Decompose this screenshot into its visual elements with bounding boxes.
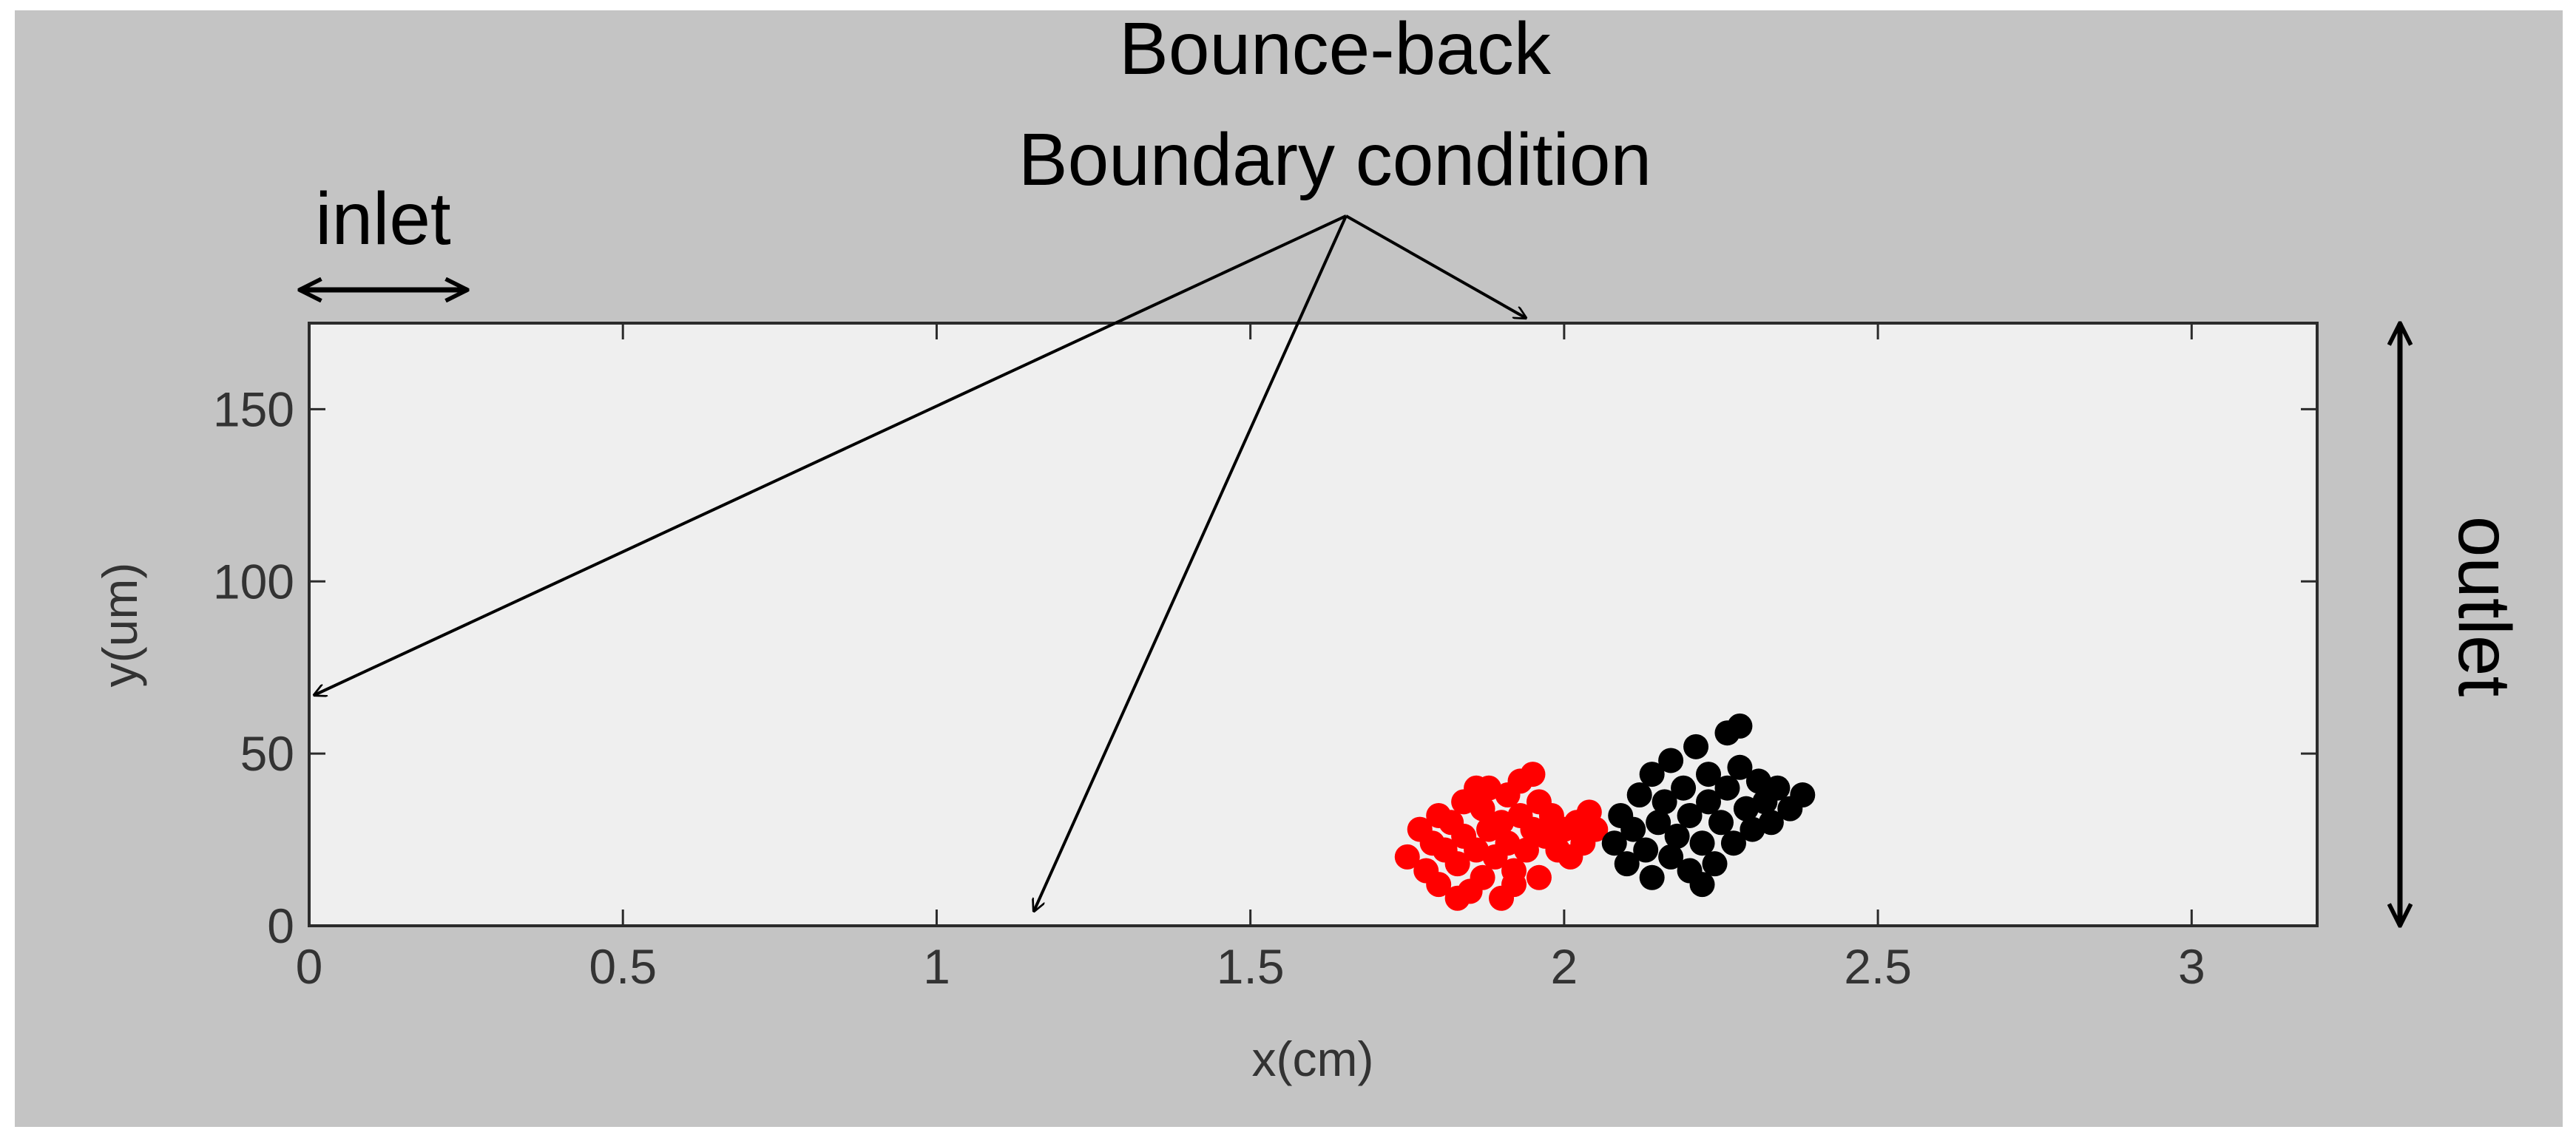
data-point-fill <box>1583 816 1609 842</box>
tick-labels: 0 0.5 1 1.5 2 2.5 3 0 50 100 150 <box>213 382 2205 994</box>
data-point-fill <box>1614 851 1640 877</box>
data-points <box>1394 713 1816 911</box>
data-point-fill <box>1646 810 1671 836</box>
data-point-fill <box>1702 851 1728 877</box>
data-point-fill <box>1633 837 1659 863</box>
data-point-fill <box>1626 782 1652 808</box>
inlet-label: inlet <box>315 177 451 260</box>
data-point-fill <box>1464 775 1490 801</box>
data-point-fill <box>1526 864 1552 890</box>
data-point-fill <box>1696 762 1722 788</box>
outlet-label: outlet <box>2443 516 2526 697</box>
y-axis-label: y(um) <box>92 563 147 688</box>
data-point-fill <box>1444 885 1470 911</box>
y-tick-label: 0 <box>267 898 294 953</box>
data-point-fill <box>1677 802 1703 828</box>
y-tick-label: 150 <box>213 382 294 436</box>
data-point-fill <box>1720 830 1746 856</box>
boundary-arrow-bottom-wall <box>1034 215 1348 911</box>
data-point-fill <box>1601 830 1627 856</box>
data-point-fill <box>1620 816 1646 842</box>
data-point-fill <box>1394 844 1420 870</box>
x-tick-label: 2.5 <box>1844 939 1912 994</box>
data-point-fill <box>1696 789 1722 815</box>
axis-ticks <box>308 323 2317 927</box>
data-point-fill <box>1652 789 1677 815</box>
data-point-fill <box>1470 864 1495 890</box>
boundary-annotation-line1: Bounce-back <box>1119 7 1552 90</box>
data-point-fill <box>1689 830 1715 856</box>
boundary-arrow-top-wall <box>1345 214 1526 318</box>
data-point-fill <box>1444 851 1470 877</box>
data-point-fill <box>1639 762 1665 788</box>
data-point-fill <box>1765 775 1791 801</box>
data-point-fill <box>1520 762 1546 788</box>
data-point-fill <box>1790 782 1816 808</box>
data-point-fill <box>1689 872 1715 898</box>
y-tick-label: 100 <box>213 554 294 609</box>
data-point-fill <box>1470 796 1495 822</box>
black-particle-cluster <box>1601 713 1816 898</box>
x-tick-label: 0.5 <box>589 939 657 994</box>
data-point-fill <box>1501 872 1527 898</box>
data-point-fill <box>1671 775 1697 801</box>
data-point-fill <box>1727 713 1753 739</box>
x-tick-label: 0 <box>296 939 323 994</box>
data-point-fill <box>1727 754 1753 780</box>
red-particle-cluster <box>1394 762 1609 911</box>
x-tick-label: 1 <box>923 939 950 994</box>
data-point-fill <box>1708 810 1734 836</box>
data-point-fill <box>1683 734 1709 759</box>
x-tick-label: 3 <box>2178 939 2205 994</box>
data-point-fill <box>1426 872 1452 898</box>
x-axis-label: x(cm) <box>1252 1032 1374 1086</box>
data-point-fill <box>1658 748 1684 773</box>
y-tick-label: 50 <box>240 726 294 781</box>
x-tick-label: 2 <box>1551 939 1578 994</box>
boundary-annotation-line2: Boundary condition <box>1018 118 1652 201</box>
boundary-arrow-inlet-wall <box>314 214 1347 695</box>
data-point-fill <box>1639 864 1665 890</box>
data-point-fill <box>1758 810 1784 836</box>
data-point-fill <box>1513 837 1539 863</box>
data-point-fill <box>1714 775 1740 801</box>
plot-area <box>308 322 2319 927</box>
data-point-fill <box>1658 844 1684 870</box>
x-tick-label: 1.5 <box>1217 939 1285 994</box>
data-point-fill <box>1664 823 1690 849</box>
